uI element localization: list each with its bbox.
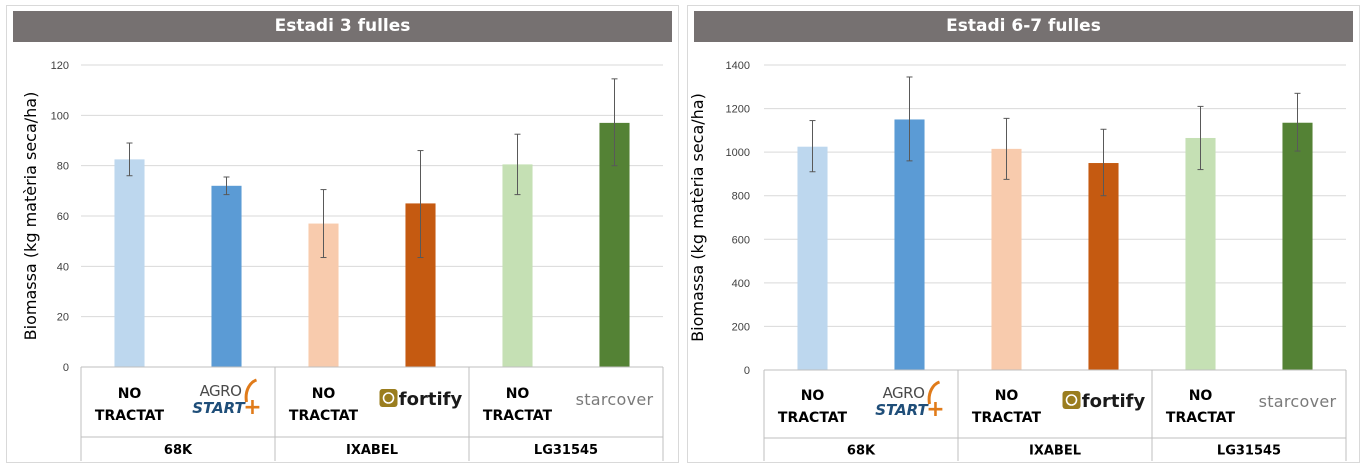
- category-label: NO: [801, 388, 825, 404]
- bar: [1088, 163, 1119, 370]
- category-label: TRACTAT: [483, 408, 553, 424]
- y-tick-label: 600: [732, 234, 750, 246]
- starcover-logo-text: starcover: [576, 390, 654, 409]
- y-tick-label: 120: [51, 60, 69, 72]
- group-label: IXABEL: [1029, 444, 1081, 459]
- power-icon: [1065, 394, 1078, 406]
- bar: [1185, 137, 1216, 370]
- y-tick-label: 1000: [726, 147, 750, 159]
- fortify-logo-text: fortify: [399, 389, 463, 410]
- y-tick-label: 200: [732, 321, 750, 333]
- bar-chart-3-fulles: 0 20 40 60 80 100 120 Biomassa (kg matèria seca…: [21, 60, 664, 461]
- y-tick-label: 100: [51, 110, 69, 122]
- category-label: NO: [312, 386, 336, 402]
- y-tick-label: 20: [57, 312, 69, 324]
- agrostart-logo-bottom: START: [192, 399, 246, 417]
- group-label: IXABEL: [346, 443, 398, 458]
- power-icon: [382, 392, 395, 404]
- y-tick-label: 1400: [726, 60, 750, 72]
- agrostart-logo-bottom: START: [875, 401, 929, 419]
- bar: [114, 159, 145, 367]
- y-tick-label: 800: [732, 191, 750, 203]
- bar: [797, 146, 828, 370]
- bar: [1282, 122, 1313, 370]
- y-tick-label: 1200: [726, 104, 750, 116]
- y-axis-label: Biomassa (kg matèria seca/ha): [21, 92, 40, 341]
- group-label: 68K: [164, 443, 193, 458]
- category-label: TRACTAT: [95, 408, 165, 424]
- group-label: 68K: [847, 444, 876, 459]
- category-label: NO: [1189, 388, 1213, 404]
- chart-title: Estadi 3 fulles: [13, 11, 672, 42]
- sprout-icon: [244, 378, 258, 403]
- category-label: NO: [506, 386, 530, 402]
- y-tick-label: 80: [57, 161, 69, 173]
- chart-panel-3-fulles: Estadi 3 fulles 0 20 40 60 80 100 120 Biomassa …: [6, 5, 679, 463]
- y-tick-label: 400: [732, 278, 750, 290]
- fortify-logo-text: fortify: [1082, 391, 1146, 412]
- y-tick-label: 40: [57, 261, 69, 273]
- y-axis-label: Biomassa (kg matèria seca/ha): [688, 93, 707, 342]
- fortify-logo-icon: [1062, 391, 1081, 409]
- starcover-logo-text: starcover: [1259, 392, 1337, 411]
- group-label: LG31545: [534, 443, 598, 458]
- y-tick-label: 0: [744, 365, 750, 377]
- bar-chart-6-7-fulles: 0 200 400 600 800 1000 1200 1400 Biomassa (kg ma…: [688, 60, 1347, 461]
- bar: [211, 185, 242, 367]
- category-label: TRACTAT: [289, 408, 359, 424]
- agrostart-logo-top: AGRO: [883, 384, 925, 402]
- chart-title: Estadi 6-7 fulles: [694, 11, 1353, 42]
- agrostart-logo-top: AGRO: [200, 382, 242, 400]
- category-label: NO: [118, 386, 142, 402]
- category-label: TRACTAT: [778, 410, 848, 426]
- chart-panel-6-7-fulles: Estadi 6-7 fulles 0 200 400 600 800 1000 1200 1…: [687, 5, 1360, 463]
- fortify-logo-icon: [379, 389, 398, 407]
- y-tick-label: 0: [63, 362, 69, 374]
- category-label: NO: [995, 388, 1019, 404]
- category-label: TRACTAT: [1166, 410, 1236, 426]
- bar: [991, 148, 1022, 370]
- sprout-icon: [927, 380, 941, 405]
- category-label: TRACTAT: [972, 410, 1042, 426]
- group-label: LG31545: [1217, 444, 1281, 459]
- y-tick-label: 60: [57, 211, 69, 223]
- bar: [502, 164, 533, 367]
